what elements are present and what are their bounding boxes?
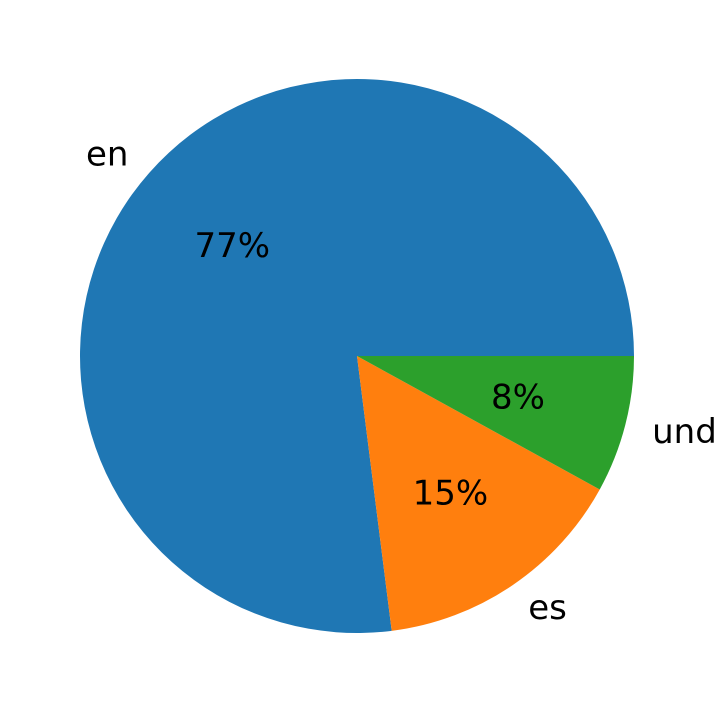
- slice-label-en: en: [86, 134, 128, 174]
- slice-label-es: es: [528, 588, 567, 628]
- pie-slice-und: [357, 356, 634, 490]
- pie-slices: [80, 79, 635, 634]
- slice-percent-und: 8%: [491, 377, 545, 417]
- slice-label-und: und: [652, 412, 717, 452]
- slice-percent-es: 15%: [413, 473, 489, 513]
- slice-percent-en: 77%: [195, 226, 271, 266]
- pie-slice-en: [80, 79, 635, 634]
- pie-labels: en 77% es 15% und 8%: [86, 134, 717, 628]
- pie-slice-es: [357, 356, 600, 631]
